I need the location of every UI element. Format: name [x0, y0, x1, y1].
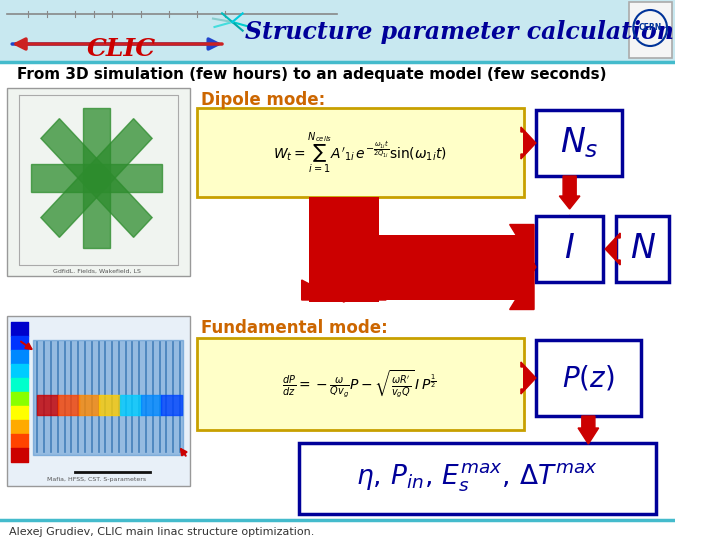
FancyBboxPatch shape — [197, 338, 523, 430]
Text: CERN: CERN — [639, 24, 662, 32]
FancyBboxPatch shape — [629, 2, 672, 58]
Text: $I$: $I$ — [564, 233, 575, 266]
Text: $N$: $N$ — [630, 233, 656, 266]
FancyBboxPatch shape — [616, 216, 669, 282]
FancyArrow shape — [510, 225, 536, 309]
FancyBboxPatch shape — [536, 216, 603, 282]
Polygon shape — [87, 168, 152, 238]
FancyArrow shape — [578, 416, 598, 444]
FancyBboxPatch shape — [299, 443, 656, 514]
FancyBboxPatch shape — [0, 0, 675, 62]
Text: Mafia, HFSS, CST. S-parameters: Mafia, HFSS, CST. S-parameters — [47, 477, 146, 483]
FancyBboxPatch shape — [309, 235, 534, 300]
FancyArrow shape — [302, 280, 386, 302]
Text: From 3D simulation (few hours) to an adequate model (few seconds): From 3D simulation (few hours) to an ade… — [17, 66, 606, 82]
Text: Structure parameter calculation: Structure parameter calculation — [245, 20, 673, 44]
Text: Fundamental mode:: Fundamental mode: — [202, 319, 388, 337]
Text: GdfidL. Fields, Wakefield, LS: GdfidL. Fields, Wakefield, LS — [53, 268, 140, 273]
Text: Dipole mode:: Dipole mode: — [202, 91, 325, 109]
Text: $\eta,\, P_{in},\, E_s^{max},\, \Delta T^{max}$: $\eta,\, P_{in},\, E_s^{max},\, \Delta T… — [356, 462, 598, 494]
Polygon shape — [41, 119, 106, 188]
FancyArrow shape — [559, 176, 580, 209]
FancyArrow shape — [521, 362, 536, 394]
FancyArrow shape — [521, 127, 536, 159]
Polygon shape — [87, 119, 152, 188]
Text: Alexej Grudiev, CLIC main linac structure optimization.: Alexej Grudiev, CLIC main linac structur… — [9, 527, 315, 537]
Polygon shape — [84, 108, 109, 178]
FancyBboxPatch shape — [536, 110, 622, 176]
Polygon shape — [41, 168, 106, 238]
Polygon shape — [84, 178, 109, 248]
Text: $W_t = \sum_{i=1}^{N_{cells}} A'_{1i}\, e^{-\frac{\omega_{1i}t}{2Q_{1i}}} \sin(\: $W_t = \sum_{i=1}^{N_{cells}} A'_{1i}\, … — [273, 130, 446, 176]
FancyBboxPatch shape — [7, 88, 190, 276]
FancyBboxPatch shape — [197, 108, 523, 197]
Polygon shape — [96, 164, 162, 192]
FancyArrow shape — [606, 233, 620, 265]
FancyBboxPatch shape — [7, 316, 190, 486]
Text: $\frac{dP}{dz} = -\frac{\omega}{Qv_g}P - \sqrt{\frac{\omega R'}{v_g Q}}\, I\, P^: $\frac{dP}{dz} = -\frac{\omega}{Qv_g}P -… — [282, 368, 437, 400]
FancyBboxPatch shape — [536, 340, 641, 416]
Text: $P(z)$: $P(z)$ — [562, 363, 615, 393]
Text: $N_s$: $N_s$ — [559, 126, 598, 160]
Polygon shape — [31, 164, 96, 192]
FancyBboxPatch shape — [309, 197, 379, 302]
Text: CLIC: CLIC — [87, 37, 156, 61]
